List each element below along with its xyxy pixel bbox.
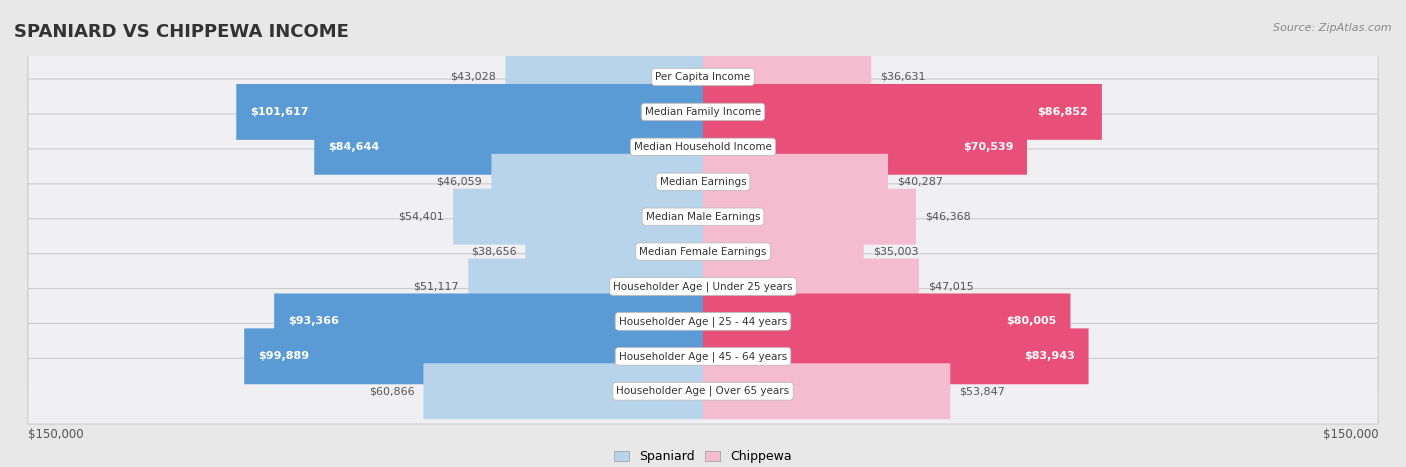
FancyBboxPatch shape [28, 44, 1378, 110]
FancyBboxPatch shape [492, 154, 703, 210]
FancyBboxPatch shape [314, 119, 703, 175]
Text: SPANIARD VS CHIPPEWA INCOME: SPANIARD VS CHIPPEWA INCOME [14, 23, 349, 42]
Text: $86,852: $86,852 [1038, 107, 1088, 117]
Text: $101,617: $101,617 [250, 107, 308, 117]
FancyBboxPatch shape [28, 79, 1378, 145]
FancyBboxPatch shape [28, 254, 1378, 319]
Text: Median Male Earnings: Median Male Earnings [645, 212, 761, 222]
FancyBboxPatch shape [703, 224, 863, 280]
FancyBboxPatch shape [28, 184, 1378, 249]
FancyBboxPatch shape [236, 84, 703, 140]
Text: Median Female Earnings: Median Female Earnings [640, 247, 766, 256]
Text: $84,644: $84,644 [328, 142, 380, 152]
Text: $46,059: $46,059 [436, 177, 482, 187]
FancyBboxPatch shape [703, 363, 950, 419]
FancyBboxPatch shape [703, 84, 1102, 140]
Text: $83,943: $83,943 [1024, 351, 1074, 361]
FancyBboxPatch shape [703, 49, 872, 105]
FancyBboxPatch shape [703, 119, 1026, 175]
FancyBboxPatch shape [28, 289, 1378, 354]
Text: Per Capita Income: Per Capita Income [655, 72, 751, 82]
FancyBboxPatch shape [468, 259, 703, 314]
Text: $47,015: $47,015 [928, 282, 974, 291]
Text: $60,866: $60,866 [368, 386, 415, 396]
Text: Householder Age | 25 - 44 years: Householder Age | 25 - 44 years [619, 316, 787, 326]
FancyBboxPatch shape [28, 358, 1378, 424]
Text: $150,000: $150,000 [28, 428, 83, 441]
Text: $46,368: $46,368 [925, 212, 972, 222]
FancyBboxPatch shape [703, 259, 920, 314]
FancyBboxPatch shape [28, 219, 1378, 284]
FancyBboxPatch shape [703, 328, 1088, 384]
Text: $51,117: $51,117 [413, 282, 458, 291]
FancyBboxPatch shape [274, 293, 703, 349]
Text: Median Earnings: Median Earnings [659, 177, 747, 187]
Text: $70,539: $70,539 [963, 142, 1014, 152]
Text: Householder Age | 45 - 64 years: Householder Age | 45 - 64 years [619, 351, 787, 361]
FancyBboxPatch shape [245, 328, 703, 384]
Text: $40,287: $40,287 [897, 177, 943, 187]
Text: $35,003: $35,003 [873, 247, 918, 256]
FancyBboxPatch shape [505, 49, 703, 105]
Text: $43,028: $43,028 [450, 72, 496, 82]
FancyBboxPatch shape [526, 224, 703, 280]
FancyBboxPatch shape [28, 149, 1378, 214]
Text: $93,366: $93,366 [288, 317, 339, 326]
FancyBboxPatch shape [28, 324, 1378, 389]
Text: $80,005: $80,005 [1007, 317, 1057, 326]
Text: $36,631: $36,631 [880, 72, 927, 82]
Text: Median Family Income: Median Family Income [645, 107, 761, 117]
Text: Householder Age | Over 65 years: Householder Age | Over 65 years [616, 386, 790, 396]
Text: Median Household Income: Median Household Income [634, 142, 772, 152]
Text: $53,847: $53,847 [959, 386, 1005, 396]
FancyBboxPatch shape [423, 363, 703, 419]
FancyBboxPatch shape [28, 114, 1378, 180]
FancyBboxPatch shape [703, 154, 889, 210]
Text: $54,401: $54,401 [398, 212, 444, 222]
Text: Householder Age | Under 25 years: Householder Age | Under 25 years [613, 281, 793, 292]
Text: $38,656: $38,656 [471, 247, 516, 256]
FancyBboxPatch shape [703, 293, 1070, 349]
Text: Source: ZipAtlas.com: Source: ZipAtlas.com [1274, 23, 1392, 33]
Text: $150,000: $150,000 [1323, 428, 1378, 441]
Legend: Spaniard, Chippewa: Spaniard, Chippewa [609, 445, 797, 467]
Text: $99,889: $99,889 [257, 351, 309, 361]
FancyBboxPatch shape [453, 189, 703, 245]
FancyBboxPatch shape [703, 189, 915, 245]
